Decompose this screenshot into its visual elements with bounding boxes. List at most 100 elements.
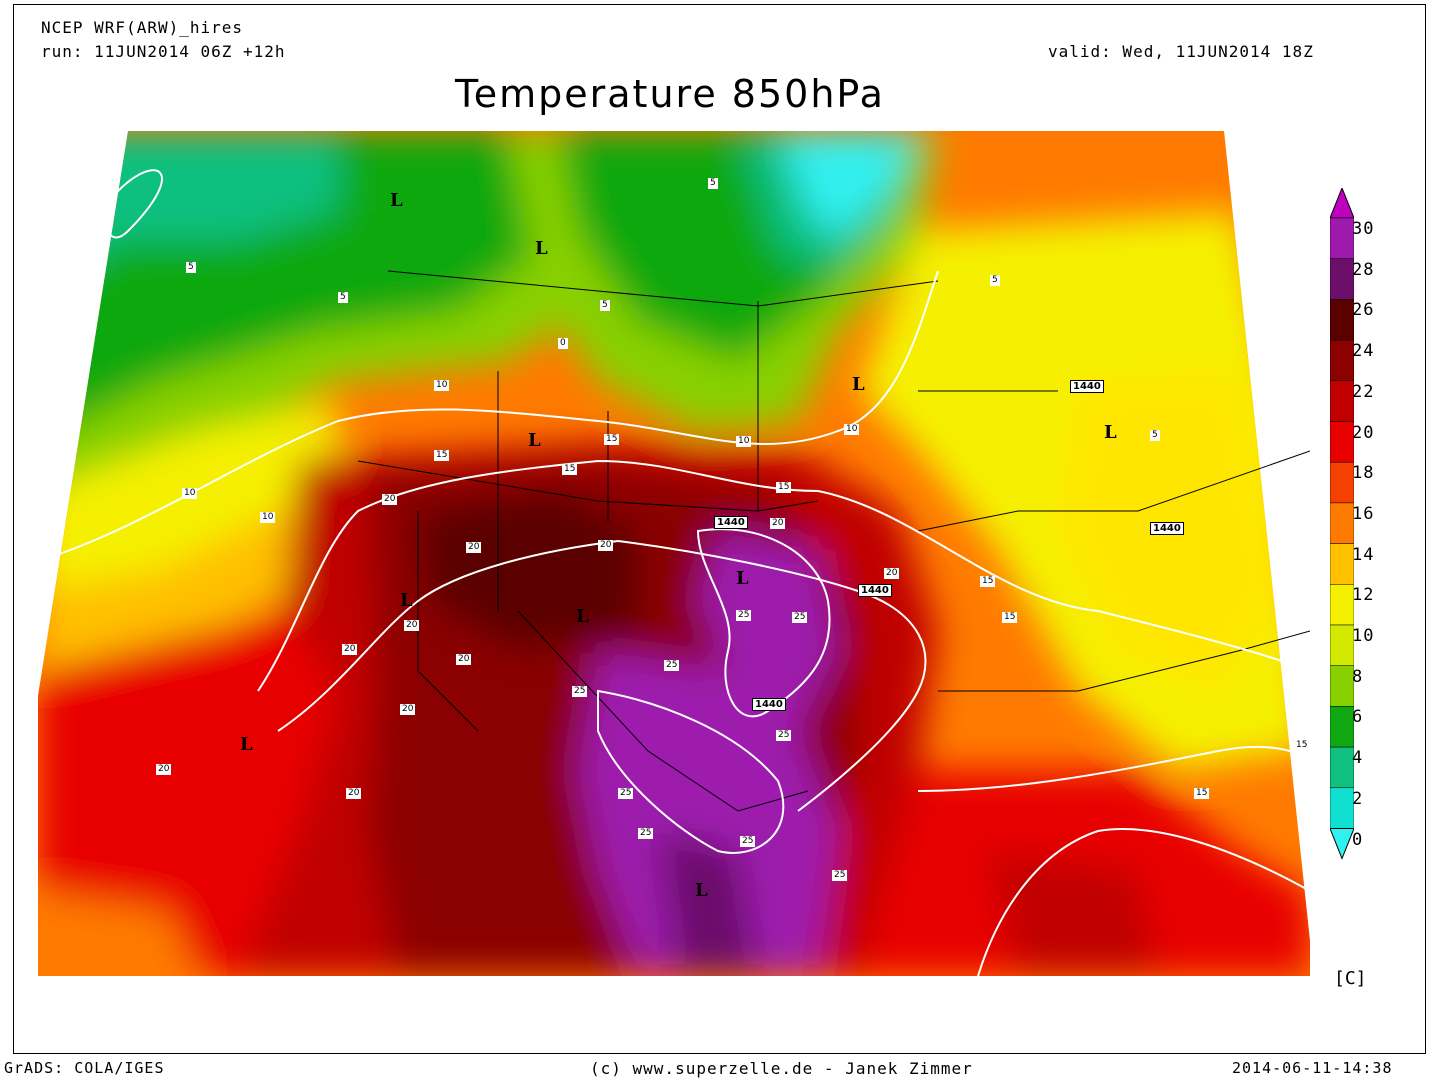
isotherm-label: 20 xyxy=(400,704,416,715)
isotherm-label: 25 xyxy=(736,610,752,621)
isotherm-label: 15 xyxy=(434,450,450,461)
low-marker: L xyxy=(400,590,414,611)
isotherm-label: 25 xyxy=(740,836,756,847)
isotherm-label: 20 xyxy=(456,654,472,665)
colorbar-tick-label: 20 xyxy=(1352,422,1375,443)
colorbar-swatch xyxy=(1330,380,1354,422)
temperature-field xyxy=(38,131,1310,976)
height-contour-label: 1440 xyxy=(858,584,892,597)
colorbar-tick-label: 12 xyxy=(1352,585,1375,606)
colorbar-swatch xyxy=(1330,461,1354,504)
colorbar-swatch xyxy=(1330,665,1354,707)
low-marker: L xyxy=(736,568,750,589)
isotherm-label: 15 xyxy=(1194,788,1210,799)
colorbar-tick-label: 14 xyxy=(1352,544,1375,565)
low-marker: L xyxy=(695,880,709,901)
plot-frame xyxy=(13,4,1426,1054)
colorbar-top-arrow xyxy=(1330,188,1354,219)
colorbar-swatch xyxy=(1330,339,1354,382)
low-marker: L xyxy=(390,190,404,211)
isotherm-label: 25 xyxy=(664,660,680,671)
colorbar-tick-label: 26 xyxy=(1352,300,1375,321)
isotherm-label: 20 xyxy=(346,788,362,799)
colorbar-swatch xyxy=(1330,217,1354,259)
colorbar-tick-label: 0 xyxy=(1352,829,1364,850)
isotherm-label: 15 xyxy=(562,464,578,475)
colorbar-swatch xyxy=(1330,746,1354,789)
isotherm-label: 5 xyxy=(186,262,196,273)
isotherm-label: 20 xyxy=(156,764,172,775)
low-marker: L xyxy=(576,606,590,627)
isotherm-label: 20 xyxy=(404,620,420,631)
isotherm-label: 10 xyxy=(844,424,860,435)
run-label: run: 11JUN2014 06Z +12h xyxy=(41,42,286,61)
isotherm-label: 5 xyxy=(600,300,610,311)
isotherm-label: 25 xyxy=(638,828,654,839)
colorbar-swatch xyxy=(1330,584,1354,626)
colorbar-swatch xyxy=(1330,421,1354,463)
isotherm-label: 15 xyxy=(980,576,996,587)
colorbar-tick-label: 6 xyxy=(1352,707,1364,728)
isotherm-label: 5 xyxy=(338,292,348,303)
isotherm-label: 10 xyxy=(736,436,752,447)
valid-label: valid: Wed, 11JUN2014 18Z xyxy=(1048,42,1314,61)
isotherm-label: 15 xyxy=(1002,612,1018,623)
colorbar-swatch xyxy=(1330,299,1354,341)
low-marker: L xyxy=(535,238,549,259)
isotherm-label: 5 xyxy=(708,178,718,189)
colorbar-tick-label: 28 xyxy=(1352,259,1375,280)
model-label: NCEP WRF(ARW)_hires xyxy=(41,18,244,37)
footer-credit: (c) www.superzelle.de - Janek Zimmer xyxy=(590,1059,973,1078)
height-contour-label: 1440 xyxy=(1150,522,1184,535)
isotherm-label: 25 xyxy=(832,870,848,881)
footer-timestamp: 2014-06-11-14:38 xyxy=(1232,1059,1393,1077)
colorbar xyxy=(1330,188,1354,860)
colorbar-tick-label: 4 xyxy=(1352,748,1364,769)
low-marker: L xyxy=(1104,422,1118,443)
political-boundaries xyxy=(357,270,1310,812)
isotherm-label: 20 xyxy=(342,644,358,655)
isotherm-label: 5 xyxy=(990,275,1000,286)
colorbar-swatch xyxy=(1330,706,1354,748)
isotherm-label: 10 xyxy=(434,380,450,391)
colorbar-tick-label: 8 xyxy=(1352,666,1364,687)
colorbar-swatch xyxy=(1330,624,1354,666)
colorbar-tick-label: 16 xyxy=(1352,503,1375,524)
isotherm-label: 20 xyxy=(466,542,482,553)
isotherm-label: 20 xyxy=(598,540,614,551)
colorbar-tick-label: 2 xyxy=(1352,788,1364,809)
temperature-map xyxy=(38,131,1310,976)
footer-grads: GrADS: COLA/IGES xyxy=(4,1059,165,1077)
isotherm-label: 25 xyxy=(776,730,792,741)
low-marker: L xyxy=(240,734,254,755)
low-marker: L xyxy=(852,374,866,395)
isotherm-label: 25 xyxy=(572,686,588,697)
isotherm-label: 25 xyxy=(792,612,808,623)
colorbar-swatch xyxy=(1330,787,1354,829)
colorbar-unit: [C] xyxy=(1334,968,1367,989)
isotherm-label: 10 xyxy=(260,512,276,523)
isotherm-label: 20 xyxy=(770,518,786,529)
colorbar-swatch xyxy=(1330,543,1354,585)
colorbar-swatch xyxy=(1330,258,1354,300)
low-marker: L xyxy=(528,430,542,451)
colorbar-tick-label: 10 xyxy=(1352,626,1375,646)
isotherm-label: 15 xyxy=(604,434,620,445)
isotherm-label: 15 xyxy=(1294,740,1310,751)
isotherm-label: 5 xyxy=(1150,430,1160,441)
page-title: Temperature 850hPa xyxy=(455,72,885,116)
colorbar-tick-label: 24 xyxy=(1352,341,1375,362)
isotherm-label: 0 xyxy=(558,338,568,349)
isotherm-label: 20 xyxy=(382,494,398,505)
colorbar-tick-label: 22 xyxy=(1352,381,1375,402)
height-contour-label: 1440 xyxy=(1070,380,1104,393)
isotherm-label: 10 xyxy=(182,488,198,499)
isotherm-label: 20 xyxy=(884,568,900,579)
colorbar-tick-label: 18 xyxy=(1352,463,1375,484)
colorbar-bottom-arrow xyxy=(1330,828,1354,860)
height-contour-label: 1440 xyxy=(714,516,748,529)
colorbar-tick-label: 30 xyxy=(1352,219,1375,239)
isotherm-label: 15 xyxy=(776,482,792,493)
colorbar-swatch xyxy=(1330,502,1354,544)
isotherm-label: 25 xyxy=(618,788,634,799)
